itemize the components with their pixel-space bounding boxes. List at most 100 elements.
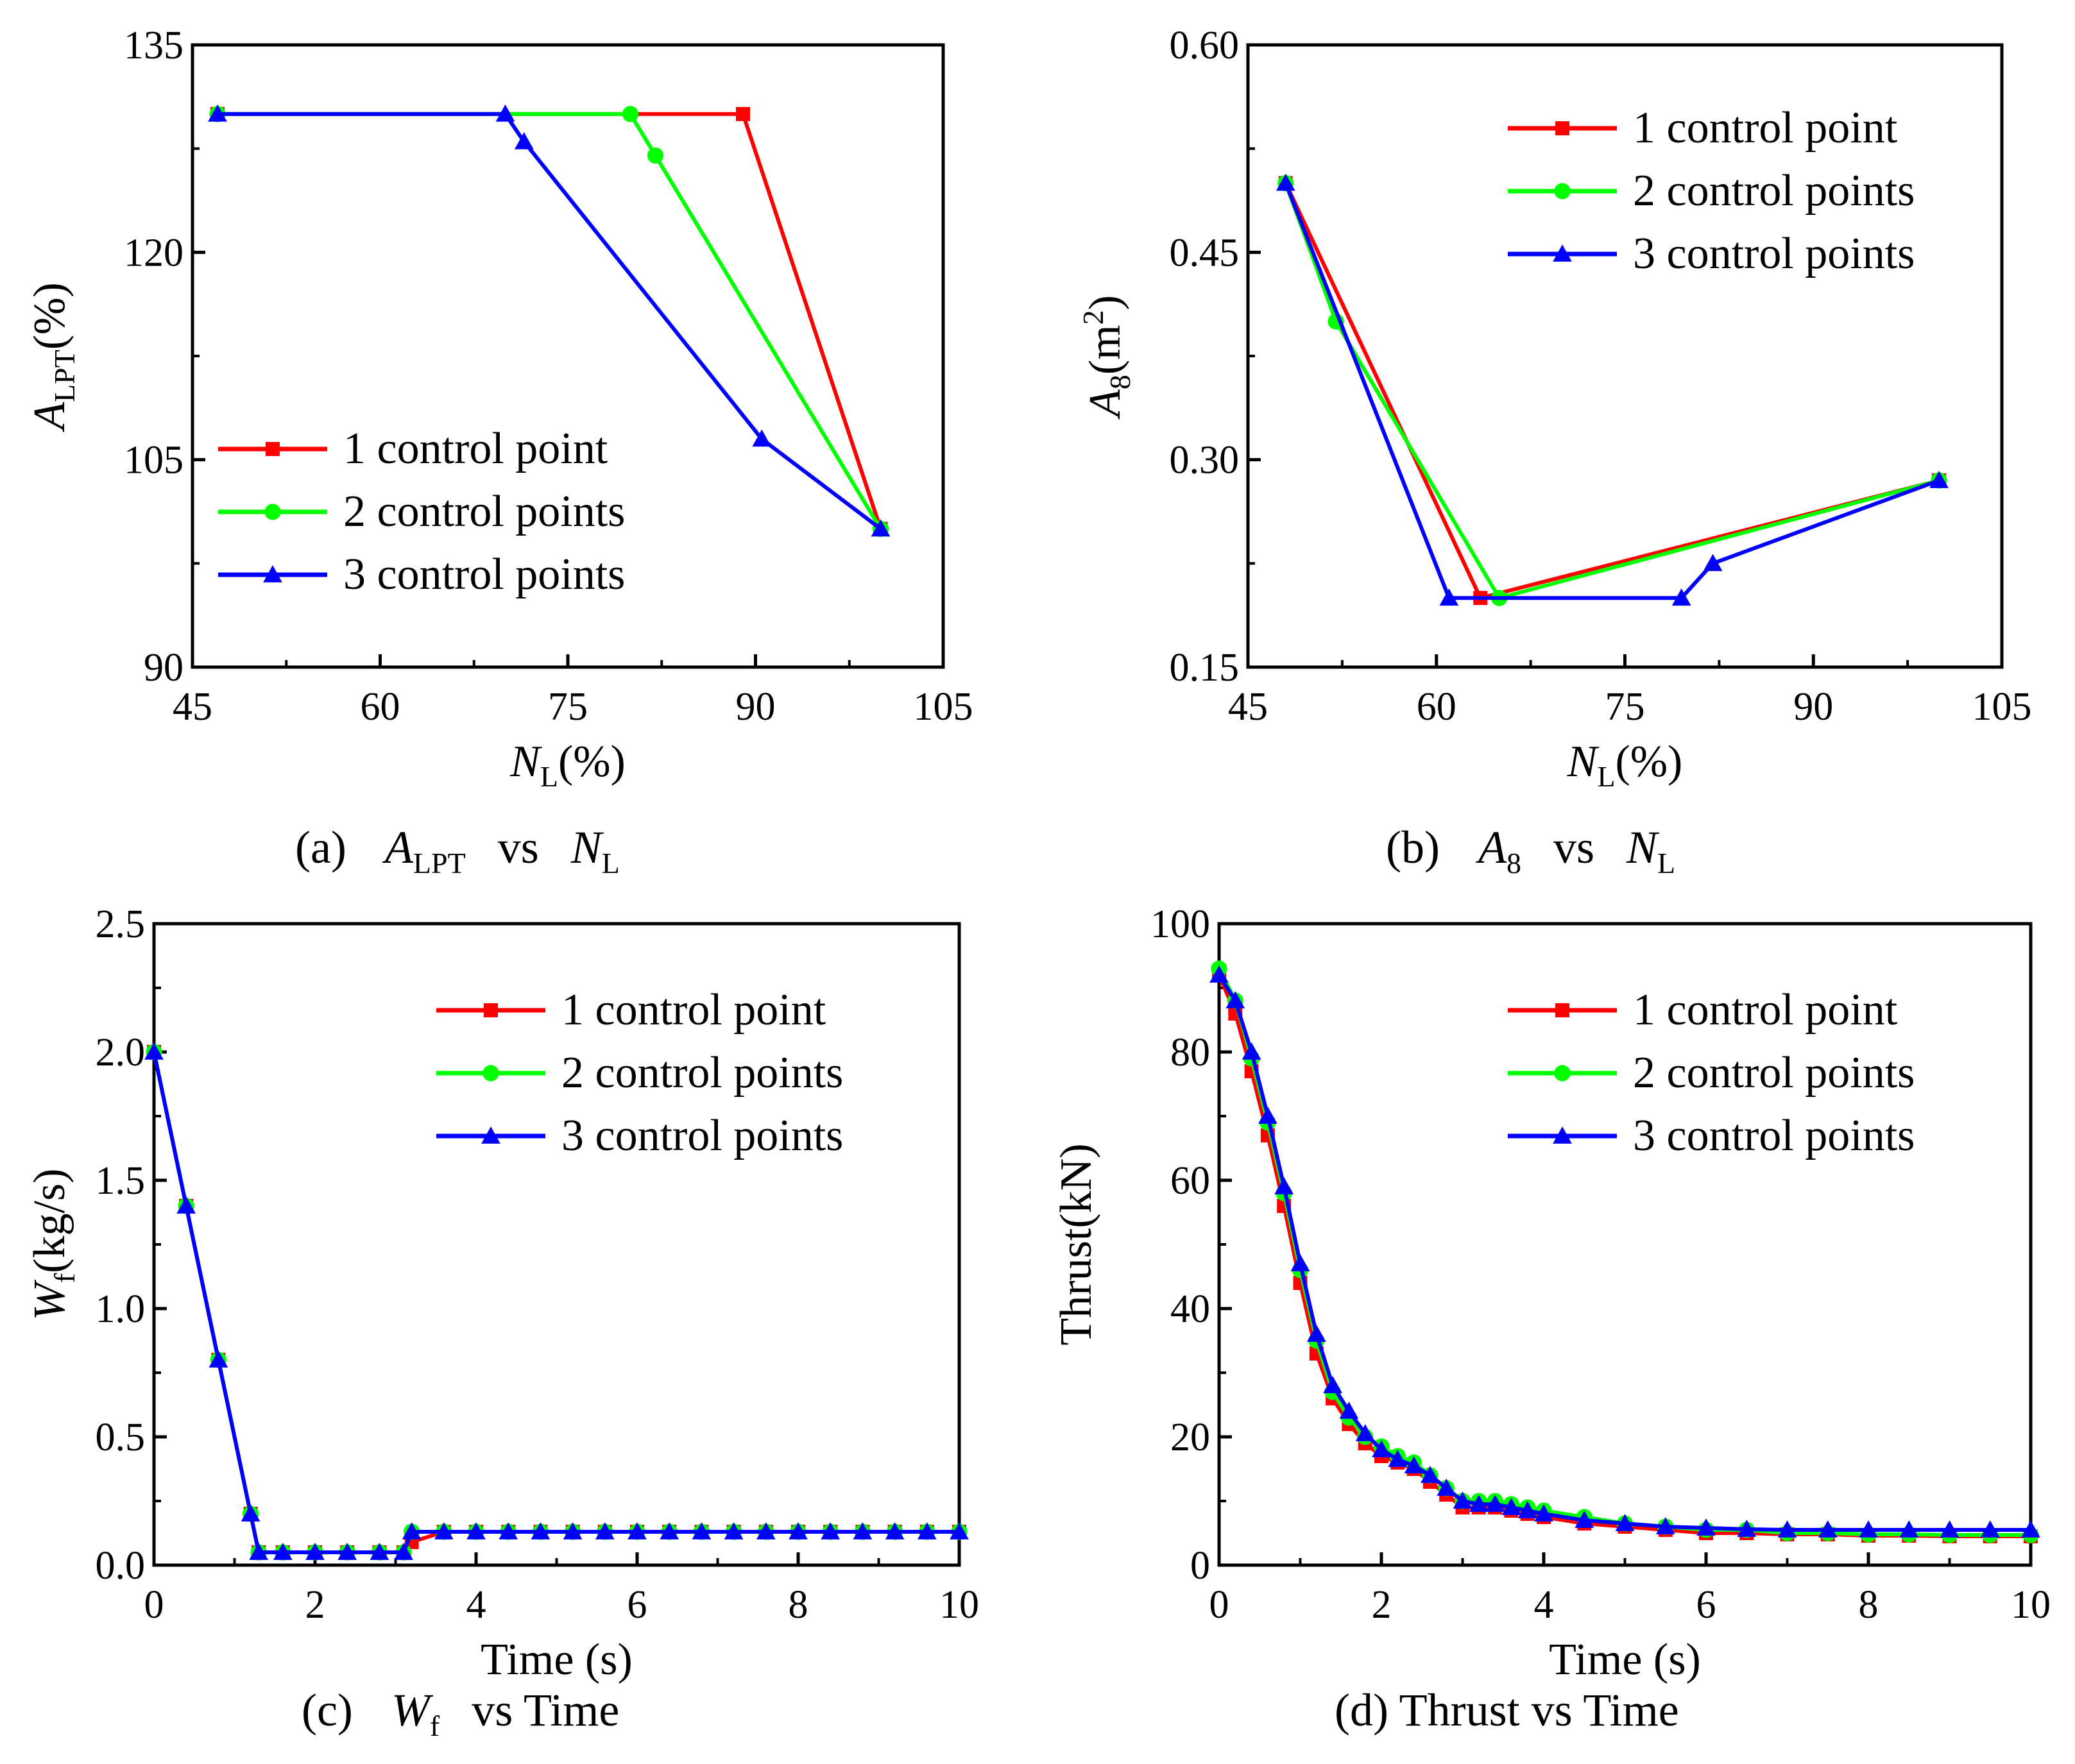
data-point-triangle bbox=[1437, 1479, 1456, 1496]
x-axis-label-sub: L bbox=[1597, 760, 1615, 793]
x-tick-label: 8 bbox=[789, 1583, 808, 1627]
data-point-triangle bbox=[1242, 1042, 1261, 1060]
caption-label: (a) bbox=[295, 822, 346, 873]
data-point-triangle bbox=[1899, 1520, 1919, 1538]
y-axis-label-unit-close: ) bbox=[1080, 295, 1130, 310]
caption-x-var: N bbox=[570, 822, 604, 873]
data-point-triangle bbox=[628, 1522, 647, 1539]
x-tick-label: 10 bbox=[939, 1583, 979, 1627]
data-point-triangle bbox=[241, 1504, 260, 1522]
legend-label: 1 control point bbox=[561, 985, 826, 1035]
data-point-triangle bbox=[1655, 1517, 1675, 1534]
data-point-triangle bbox=[1818, 1520, 1838, 1538]
caption-y-sub: LPT bbox=[413, 847, 466, 879]
x-tick-label: 90 bbox=[1793, 685, 1833, 729]
x-tick-label: 105 bbox=[1972, 685, 2032, 729]
legend-marker-square bbox=[1555, 1003, 1569, 1017]
caption-y-var: A bbox=[382, 822, 414, 873]
data-point-triangle bbox=[885, 1522, 905, 1539]
caption-vs: vs bbox=[498, 822, 539, 873]
y-tick-label: 0.5 bbox=[96, 1416, 146, 1459]
data-point-triangle bbox=[434, 1522, 454, 1539]
data-point-triangle bbox=[1276, 173, 1295, 191]
legend-marker-square bbox=[1555, 121, 1569, 135]
y-tick-label: 0.0 bbox=[96, 1544, 146, 1588]
y-axis-label: Wf(kg/s) bbox=[25, 1169, 81, 1321]
data-point-triangle bbox=[1323, 1376, 1342, 1393]
legend-label: 3 control points bbox=[561, 1111, 843, 1160]
data-point-triangle bbox=[1469, 1495, 1489, 1512]
data-point-triangle bbox=[1737, 1520, 1757, 1537]
y-tick-label: 40 bbox=[1170, 1287, 1210, 1331]
data-point-triangle bbox=[370, 1543, 389, 1560]
x-tick-label: 0 bbox=[144, 1583, 164, 1627]
x-axis-label-unit: (%) bbox=[558, 737, 626, 786]
data-point-triangle bbox=[853, 1522, 873, 1539]
caption-label: (b) bbox=[1386, 822, 1440, 873]
x-axis-label: NL(%) bbox=[509, 737, 626, 793]
y-tick-label: 1.5 bbox=[96, 1159, 146, 1203]
plot-frame bbox=[152, 922, 961, 1567]
data-point-triangle bbox=[2021, 1520, 2040, 1538]
legend-label: 1 control point bbox=[1633, 985, 1898, 1035]
legend-label: 1 control point bbox=[343, 424, 608, 473]
data-point-triangle bbox=[1703, 554, 1723, 572]
data-point-triangle bbox=[1372, 1440, 1391, 1457]
legend-label: 3 control points bbox=[1633, 229, 1915, 278]
caption-vs: vs Time bbox=[472, 1684, 619, 1736]
data-point-triangle bbox=[209, 1350, 228, 1368]
legend-marker-triangle bbox=[481, 1126, 500, 1144]
data-point-triangle bbox=[752, 429, 772, 447]
x-tick-label: 45 bbox=[173, 685, 212, 729]
data-point-triangle bbox=[1534, 1504, 1553, 1522]
data-point-triangle bbox=[1209, 965, 1229, 983]
data-point-triangle bbox=[273, 1543, 293, 1560]
data-point-triangle bbox=[595, 1522, 615, 1539]
x-tick-label: 4 bbox=[466, 1583, 486, 1627]
data-point-triangle bbox=[950, 1522, 969, 1539]
y-tick-label: 20 bbox=[1170, 1416, 1210, 1459]
data-point-triangle bbox=[402, 1522, 422, 1539]
data-point-triangle bbox=[1274, 1177, 1294, 1194]
data-point-triangle bbox=[1859, 1520, 1878, 1538]
data-point-triangle bbox=[1940, 1520, 1960, 1538]
panel-caption: (d) Thrust vs Time bbox=[1335, 1684, 1679, 1736]
data-point-triangle bbox=[514, 132, 534, 149]
data-point-triangle bbox=[531, 1522, 551, 1539]
y-axis-label-unit: (%) bbox=[25, 282, 74, 350]
data-point-triangle bbox=[1517, 1501, 1537, 1518]
plot-frame bbox=[1217, 922, 2033, 1567]
caption-y-var: A bbox=[1476, 822, 1507, 873]
x-tick-label: 60 bbox=[1417, 685, 1456, 729]
data-point-triangle bbox=[1225, 991, 1245, 1008]
y-tick-label: 90 bbox=[144, 646, 184, 690]
data-point-triangle bbox=[1777, 1520, 1797, 1538]
legend-marker-circle bbox=[264, 504, 281, 520]
data-point-triangle bbox=[563, 1522, 583, 1539]
x-tick-label: 75 bbox=[548, 685, 588, 729]
data-point-triangle bbox=[1258, 1107, 1277, 1124]
data-point-triangle bbox=[176, 1196, 196, 1214]
legend-marker-triangle bbox=[263, 565, 282, 582]
x-tick-label: 8 bbox=[1859, 1583, 1879, 1627]
legend-label: 3 control points bbox=[1633, 1111, 1915, 1160]
data-point-square bbox=[736, 106, 750, 121]
y-axis-label: ALPT(%) bbox=[25, 282, 81, 432]
y-axis-label-unit: (m bbox=[1080, 325, 1130, 375]
x-axis-label-sub: L bbox=[540, 760, 558, 793]
data-point-triangle bbox=[724, 1522, 744, 1539]
panel-caption: (c) Wf vs Time bbox=[302, 1684, 619, 1742]
x-tick-label: 45 bbox=[1228, 685, 1268, 729]
y-tick-label: 0.45 bbox=[1170, 231, 1240, 275]
data-point-triangle bbox=[1421, 1466, 1440, 1483]
x-axis-label-var: N bbox=[509, 737, 542, 786]
data-point-circle bbox=[622, 106, 639, 123]
legend-marker-square bbox=[266, 442, 280, 456]
y-axis-label: A8(m2) bbox=[1077, 295, 1136, 420]
y-axis-label-unit: (kg/s) bbox=[25, 1169, 74, 1273]
x-axis-label: Time (s) bbox=[1549, 1635, 1701, 1684]
x-tick-label: 4 bbox=[1534, 1583, 1554, 1627]
y-tick-label: 0.60 bbox=[1170, 24, 1240, 67]
data-point-triangle bbox=[144, 1042, 164, 1060]
